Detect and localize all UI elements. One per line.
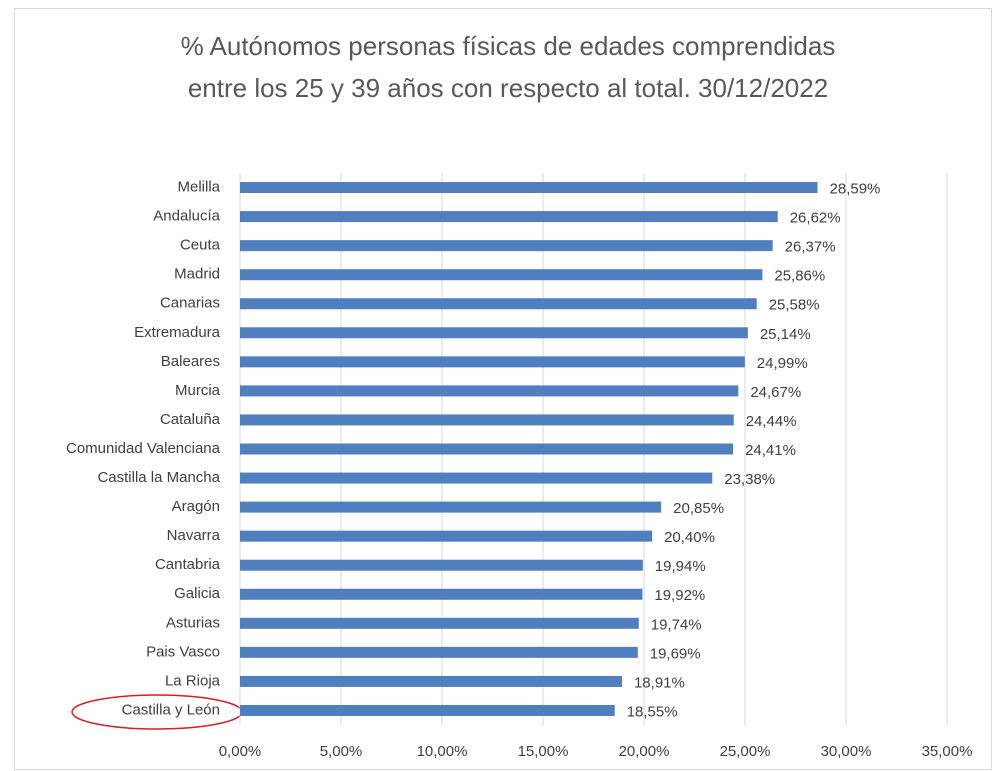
bar (240, 501, 662, 513)
y-tick-label: Cataluña (160, 411, 221, 428)
chart-border (14, 8, 992, 770)
data-label: 19,74% (651, 616, 702, 633)
y-tick-label: Melilla (177, 178, 220, 195)
data-label: 25,58% (769, 297, 820, 314)
bar (240, 414, 734, 426)
bar (240, 617, 639, 629)
y-tick-label: Andalucía (153, 208, 220, 225)
chart-title: % Autónomos personas físicas de edades c… (181, 31, 836, 61)
y-tick-label: Asturias (166, 614, 220, 631)
x-tick-label: 10,00% (417, 743, 468, 760)
bar (240, 385, 739, 397)
y-tick-label: Madrid (174, 266, 220, 283)
x-tick-label: 30,00% (821, 743, 872, 760)
x-tick-label: 20,00% (619, 743, 670, 760)
y-tick-label: La Rioja (165, 672, 221, 689)
y-tick-label: Castilla la Mancha (97, 469, 220, 486)
data-label: 24,67% (750, 384, 801, 401)
bar (240, 443, 734, 455)
y-tick-label: Canarias (160, 295, 220, 312)
data-label: 19,94% (655, 558, 706, 575)
y-tick-label: Castilla y León (122, 701, 220, 718)
data-label: 24,99% (757, 355, 808, 372)
y-tick-label: Cantabria (155, 556, 221, 573)
data-label: 24,41% (745, 442, 796, 459)
bar (240, 298, 757, 310)
data-label: 19,69% (650, 645, 701, 662)
data-label: 26,37% (785, 239, 836, 256)
bar (240, 269, 763, 281)
x-tick-label: 0,00% (219, 743, 262, 760)
bar (240, 704, 615, 716)
bar (240, 356, 745, 368)
data-label: 25,86% (774, 268, 825, 285)
data-label: 26,62% (790, 210, 841, 227)
x-tick-label: 35,00% (922, 743, 973, 760)
y-tick-label: Murcia (175, 382, 221, 399)
bar (240, 211, 778, 223)
bar (240, 588, 643, 600)
chart-title: entre los 25 y 39 años con respecto al t… (188, 73, 828, 103)
bar (240, 559, 643, 571)
y-tick-label: Pais Vasco (146, 643, 220, 660)
data-label: 28,59% (830, 180, 881, 197)
y-tick-label: Galicia (174, 585, 221, 602)
data-label: 18,91% (634, 674, 685, 691)
data-label: 23,38% (724, 471, 775, 488)
bar (240, 472, 713, 484)
bar (240, 646, 638, 658)
bar (240, 240, 773, 252)
data-label: 20,85% (673, 500, 724, 517)
data-label: 24,44% (746, 413, 797, 430)
y-tick-label: Aragón (172, 498, 220, 515)
y-tick-label: Extremadura (134, 324, 221, 341)
data-label: 18,55% (627, 703, 678, 720)
bar (240, 530, 653, 542)
y-tick-label: Baleares (161, 353, 220, 370)
x-tick-label: 15,00% (518, 743, 569, 760)
y-tick-label: Navarra (167, 527, 221, 544)
bar (240, 182, 818, 194)
bar (240, 327, 748, 339)
bar (240, 675, 622, 687)
y-tick-label: Comunidad Valenciana (66, 440, 221, 457)
data-label: 20,40% (664, 529, 715, 546)
data-label: 25,14% (760, 326, 811, 343)
x-tick-label: 5,00% (320, 743, 363, 760)
x-tick-label: 25,00% (720, 743, 771, 760)
data-label: 19,92% (654, 587, 705, 604)
y-tick-label: Ceuta (180, 237, 221, 254)
